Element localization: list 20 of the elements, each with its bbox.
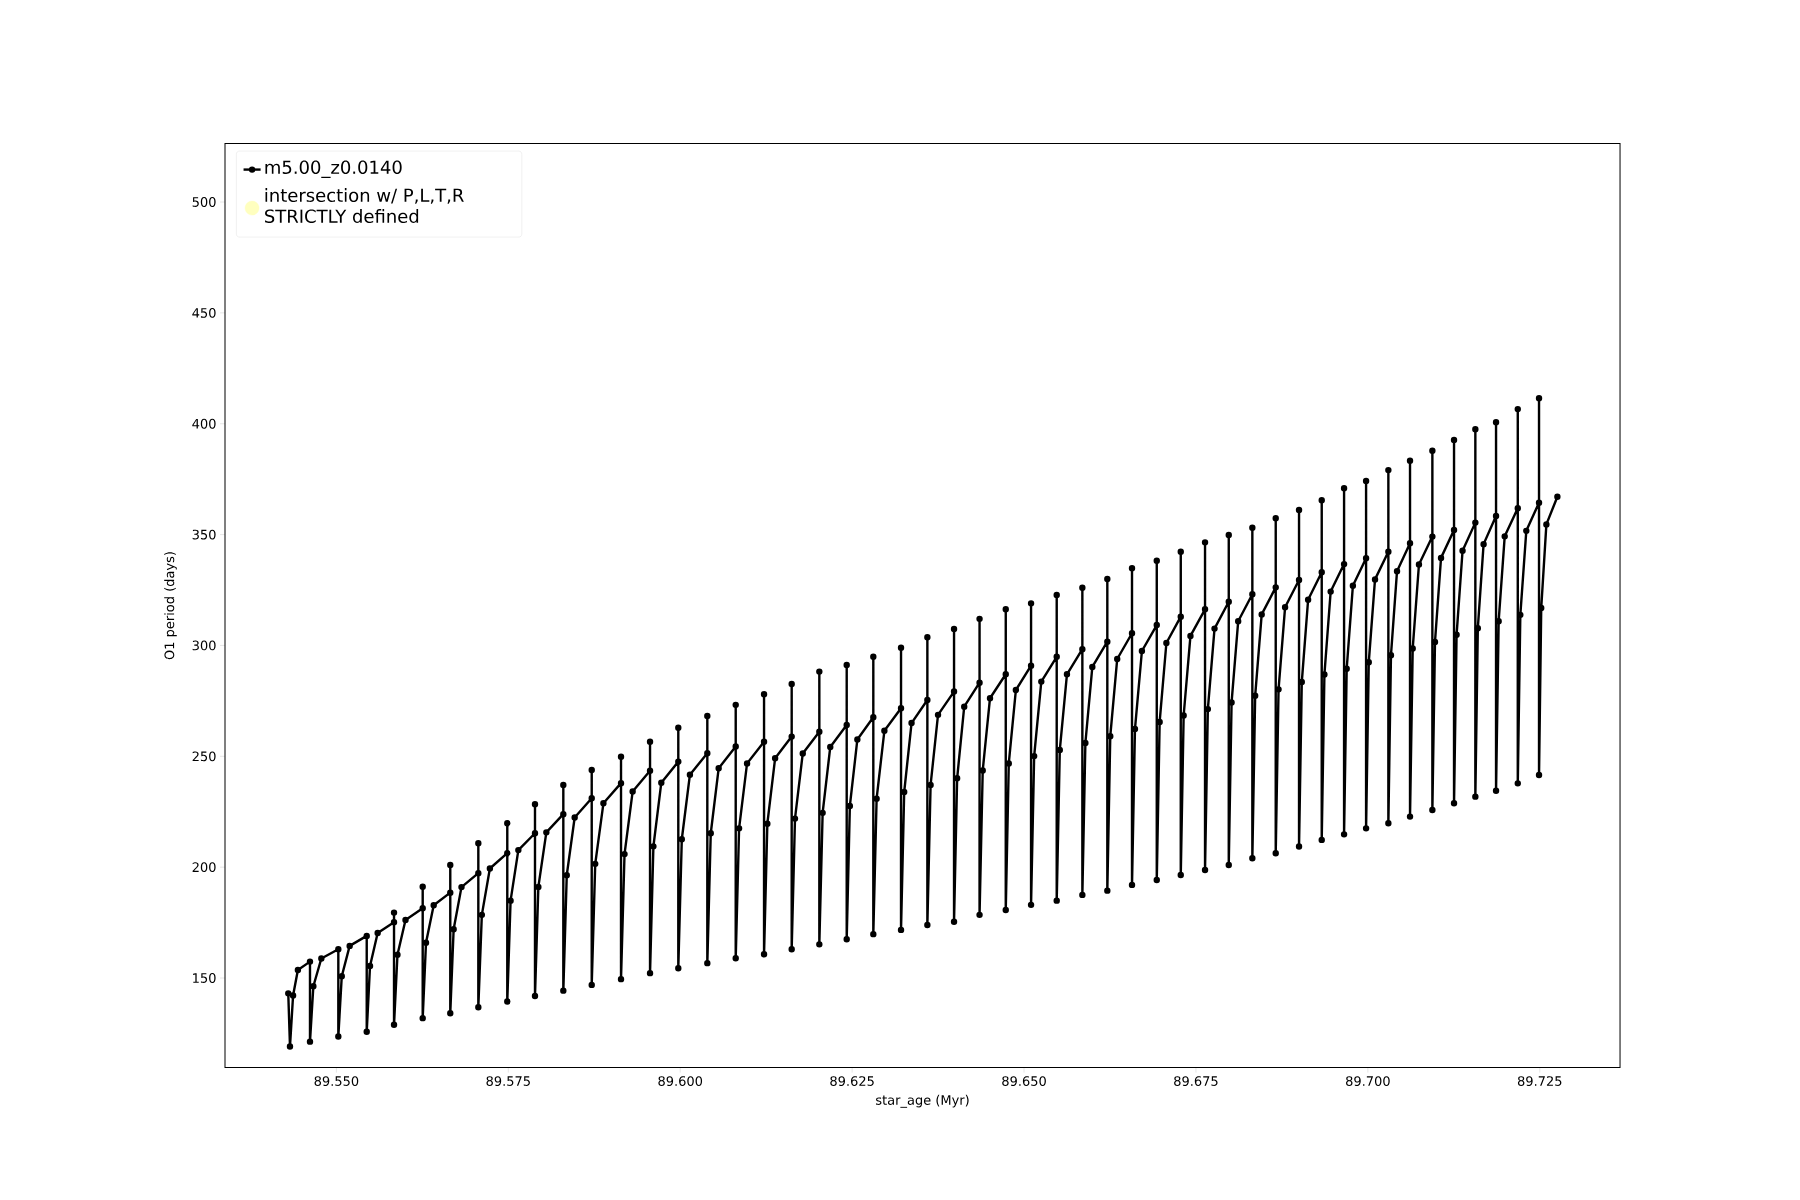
x-tick-label: 89.550	[314, 1076, 359, 1086]
y-tick-label: 150	[193, 973, 216, 983]
y-tick-label: 200	[192, 862, 216, 873]
y-axis-title: O1 period (days)	[164, 552, 177, 660]
y-tick-label: 350	[192, 529, 216, 540]
y-tick-label: 250	[192, 751, 216, 762]
x-tick-label: 89.725	[1517, 1076, 1562, 1086]
legend-label: intersection w/ P,L,T,R STRICTLY defined	[265, 188, 464, 224]
y-tick-label: 500	[192, 197, 216, 207]
y-tick-label: 300	[192, 640, 216, 651]
x-tick-label: 89.600	[658, 1076, 703, 1086]
y-tick-label: 400	[192, 418, 216, 429]
x-tick-label: 89.650	[1002, 1076, 1046, 1086]
x-tick-label: 89.625	[830, 1076, 874, 1086]
x-tick-label: 89.575	[486, 1076, 530, 1086]
legend-label: m5.00_z0.0140	[265, 160, 402, 179]
x-axis-title: star_age (Myr)	[876, 1094, 969, 1108]
x-tick-label: 89.675	[1174, 1076, 1218, 1086]
x-tick-label: 89.700	[1346, 1076, 1390, 1086]
y-tick-label: 450	[192, 307, 216, 318]
